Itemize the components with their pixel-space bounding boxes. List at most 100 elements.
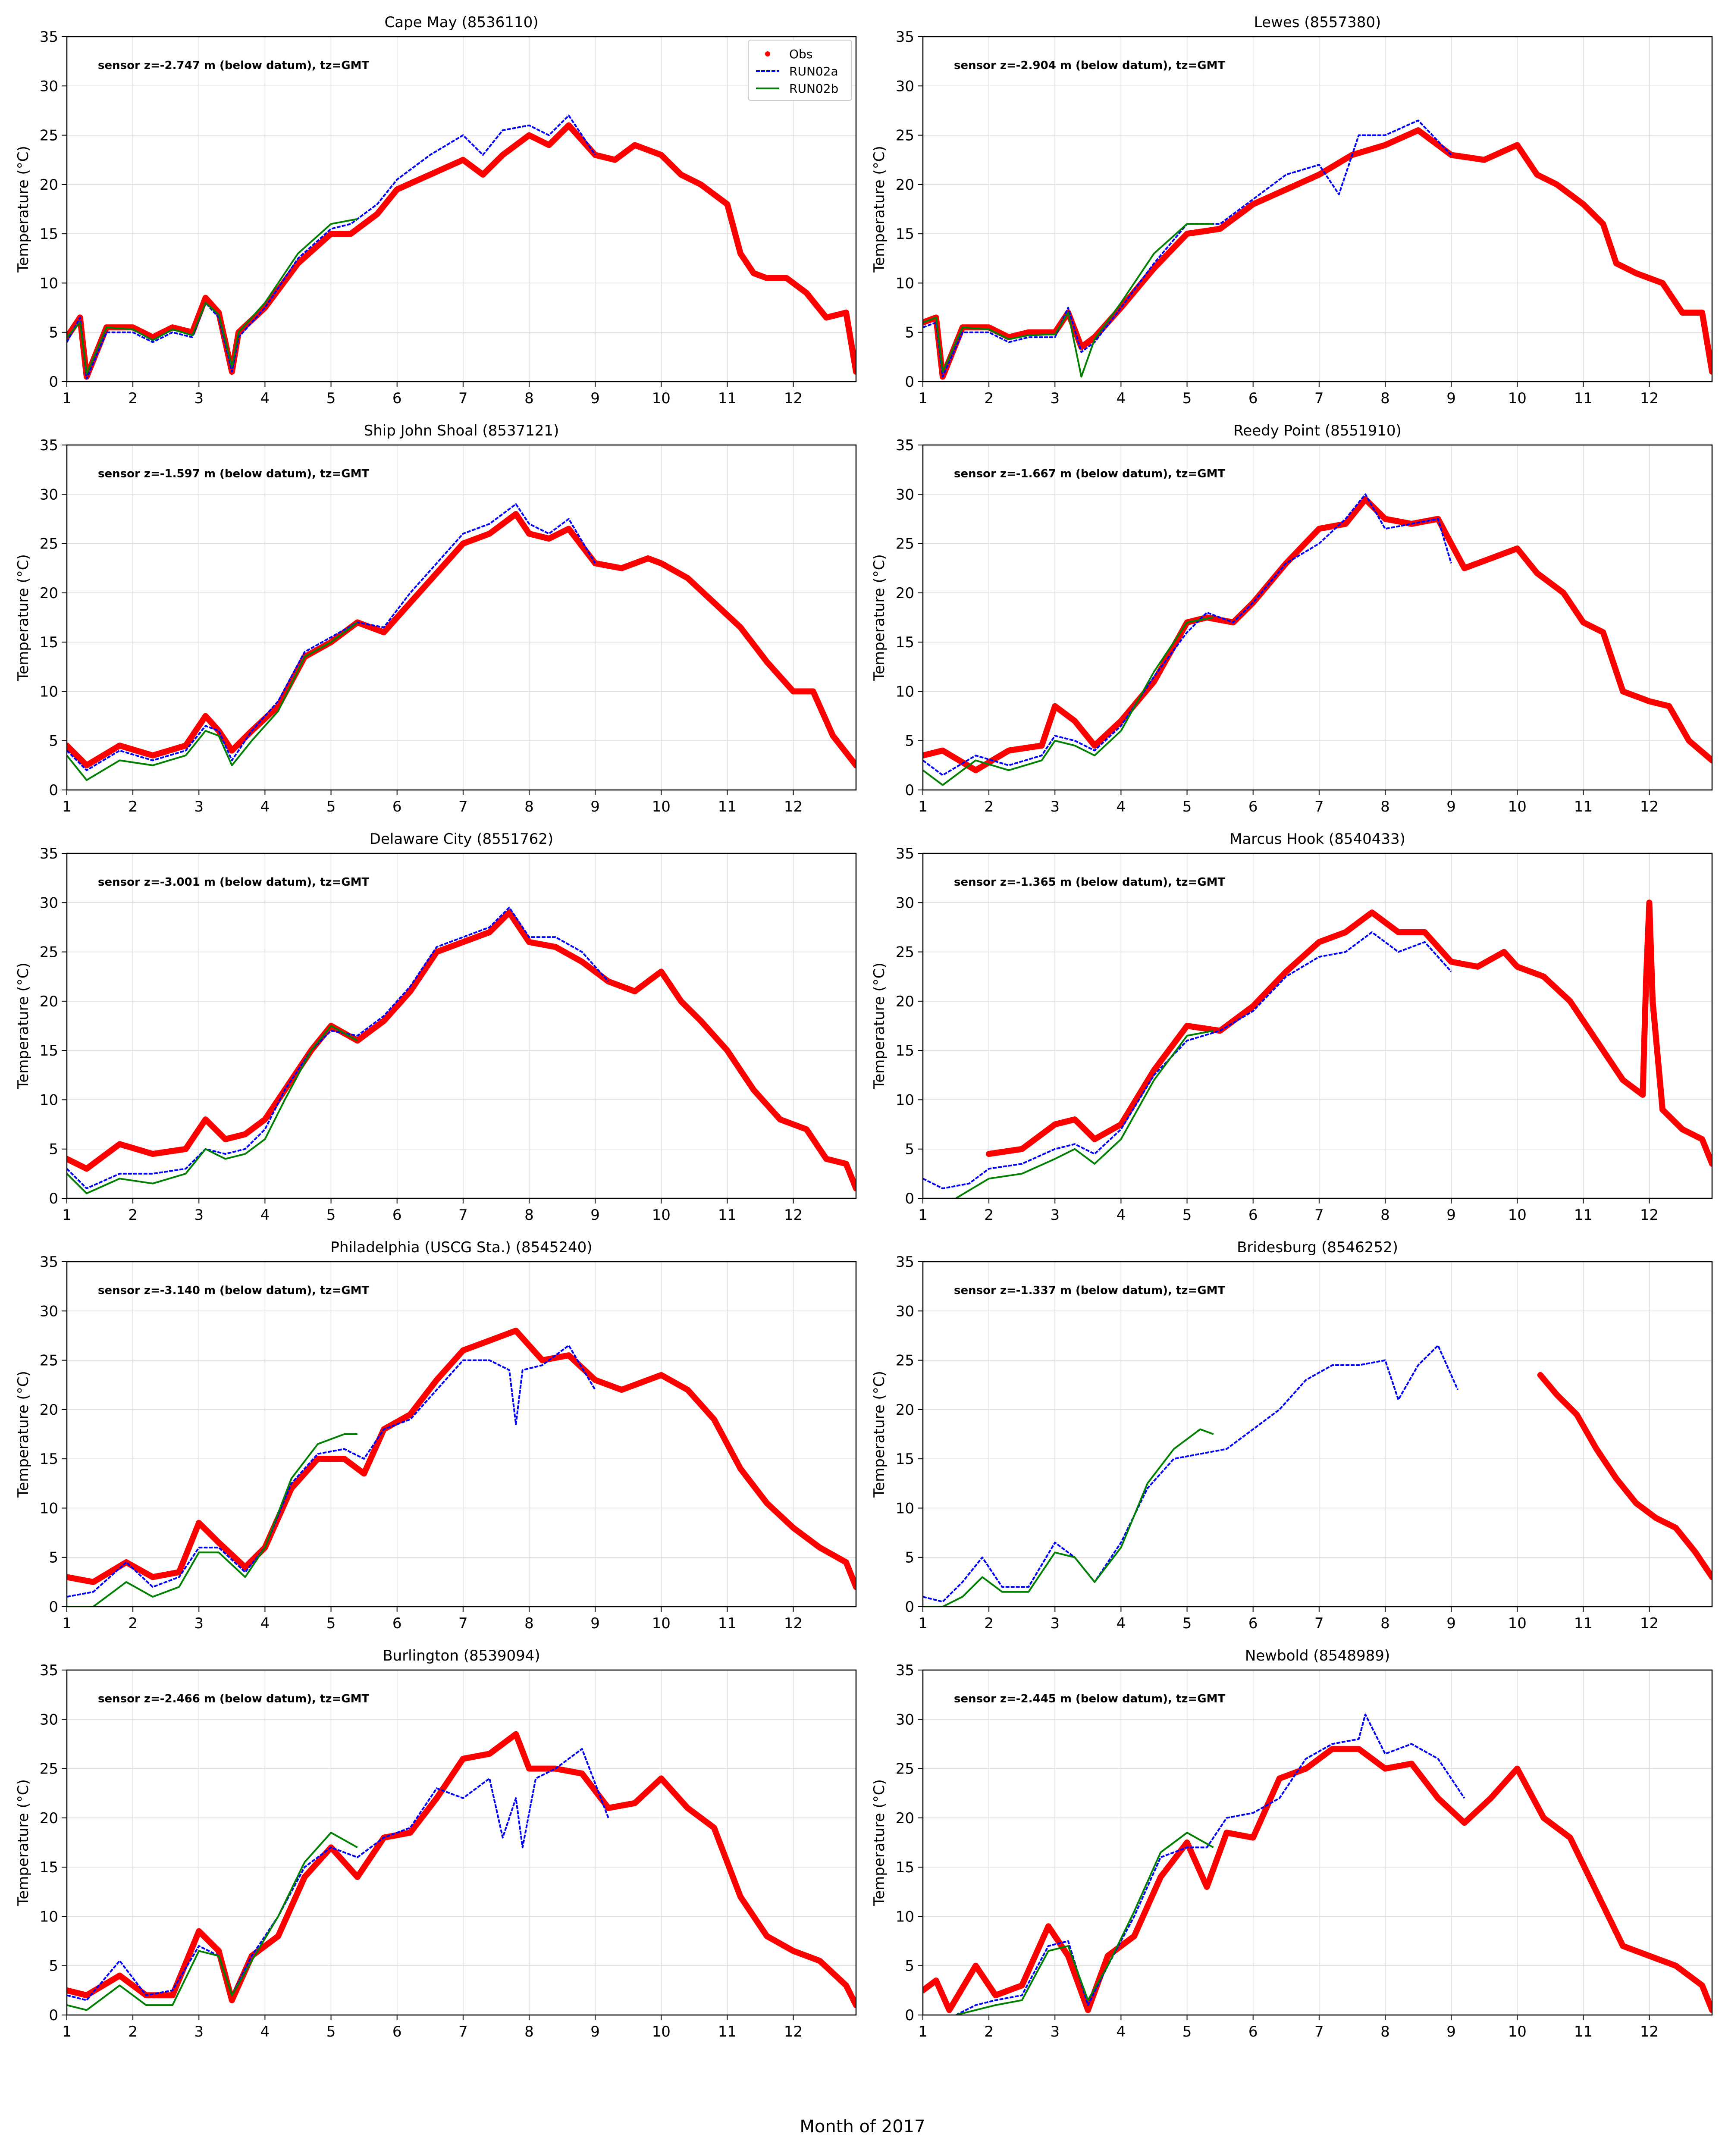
y-tick-label: 10 bbox=[40, 1500, 58, 1517]
x-tick-label: 8 bbox=[524, 390, 534, 407]
x-tick-label: 5 bbox=[326, 1615, 336, 1632]
x-tick-label: 6 bbox=[392, 390, 402, 407]
sensor-annotation: sensor z=-2.445 m (below datum), tz=GMT bbox=[954, 1692, 1226, 1705]
x-tick-label: 9 bbox=[1446, 1615, 1456, 1632]
y-tick-label: 30 bbox=[40, 1711, 58, 1728]
y-tick-label: 5 bbox=[905, 1141, 914, 1158]
y-tick-label: 30 bbox=[896, 78, 914, 95]
x-tick-label: 9 bbox=[1446, 798, 1456, 815]
series-group bbox=[923, 1713, 1712, 2015]
y-tick-label: 20 bbox=[896, 1401, 914, 1419]
series-run02b-line bbox=[67, 1433, 358, 1607]
x-tick-label: 4 bbox=[1117, 2023, 1126, 2040]
legend-entry-obs: Obs bbox=[789, 47, 812, 61]
y-tick-label: 5 bbox=[49, 324, 58, 342]
y-axis-label: Temperature (°C) bbox=[871, 1371, 888, 1498]
subplot-1: Cape May (8536110)1 2 3 4 5 6 7 8 9 10 11 120510152… bbox=[15, 14, 857, 407]
y-tick-label: 0 bbox=[49, 373, 58, 391]
y-axis-label: Temperature (°C) bbox=[15, 554, 32, 681]
x-tick-label: 5 bbox=[326, 1206, 336, 1224]
series-obs-line bbox=[923, 127, 1712, 380]
x-tick-label: 5 bbox=[326, 390, 336, 407]
x-tick-label: 1 bbox=[62, 2023, 72, 2040]
x-tick-label: 8 bbox=[1380, 1615, 1390, 1632]
x-tick-label: 4 bbox=[260, 1615, 270, 1632]
x-tick-label: 11 bbox=[718, 1615, 737, 1632]
x-tick-label: 7 bbox=[458, 1206, 468, 1224]
y-tick-label: 25 bbox=[40, 944, 58, 961]
y-tick-label: 35 bbox=[40, 845, 58, 862]
y-tick-label: 0 bbox=[905, 373, 914, 391]
x-tick-label: 4 bbox=[260, 798, 270, 815]
y-tick-label: 25 bbox=[896, 536, 914, 553]
axes-frame bbox=[922, 36, 1713, 382]
y-tick-label: 15 bbox=[896, 226, 914, 243]
y-tick-label: 5 bbox=[49, 1958, 58, 1975]
sensor-annotation: sensor z=-2.904 m (below datum), tz=GMT bbox=[954, 59, 1226, 72]
x-tick-label: 10 bbox=[652, 390, 671, 407]
y-tick-label: 15 bbox=[40, 226, 58, 243]
y-tick-label: 15 bbox=[40, 1042, 58, 1059]
x-tick-label: 2 bbox=[128, 1615, 138, 1632]
x-tick-label: 9 bbox=[590, 2023, 600, 2040]
axes-frame bbox=[922, 444, 1713, 791]
x-tick-label: 11 bbox=[718, 390, 737, 407]
subplot-title: Philadelphia (USCG Sta.) (8545240) bbox=[330, 1239, 592, 1256]
subplot-title: Burlington (8539094) bbox=[383, 1647, 540, 1664]
gridlines bbox=[66, 445, 856, 790]
x-tick-label: 11 bbox=[718, 2023, 737, 2040]
y-tick-label: 30 bbox=[896, 1303, 914, 1320]
x-tick-label: 3 bbox=[1050, 1615, 1060, 1632]
series-obs-line bbox=[923, 1745, 1712, 2013]
series-run02b-line bbox=[67, 1025, 358, 1194]
sensor-annotation: sensor z=-3.140 m (below datum), tz=GMT bbox=[98, 1284, 370, 1297]
x-tick-label: 8 bbox=[1380, 390, 1390, 407]
x-tick-label: 2 bbox=[984, 2023, 994, 2040]
axes-frame bbox=[66, 1669, 857, 2016]
x-tick-label: 12 bbox=[1640, 390, 1659, 407]
gridlines bbox=[922, 1261, 1712, 1607]
x-tick-label: 3 bbox=[1050, 2023, 1060, 2040]
y-tick-label: 35 bbox=[896, 845, 914, 862]
legend-entry-run02b: RUN02b bbox=[789, 81, 838, 96]
x-tick-label: 5 bbox=[326, 798, 336, 815]
legend-entry-run02a: RUN02a bbox=[789, 64, 838, 78]
x-tick-label: 1 bbox=[918, 1615, 928, 1632]
y-tick-label: 25 bbox=[40, 127, 58, 144]
x-tick-label: 6 bbox=[1248, 798, 1258, 815]
series-run02b-line bbox=[923, 617, 1214, 786]
axes-frame bbox=[66, 1261, 857, 1608]
y-axis-label: Temperature (°C) bbox=[871, 146, 888, 273]
sensor-annotation: sensor z=-1.597 m (below datum), tz=GMT bbox=[98, 467, 370, 480]
series-obs-line bbox=[67, 1328, 856, 1590]
y-axis-label: Temperature (°C) bbox=[871, 554, 888, 681]
x-tick-label: 10 bbox=[652, 1615, 671, 1632]
x-tick-label: 10 bbox=[1508, 1206, 1527, 1224]
series-run02a-line bbox=[923, 493, 1452, 776]
axes-frame bbox=[66, 36, 857, 382]
subplot-title: Reedy Point (8551910) bbox=[1233, 422, 1402, 439]
y-tick-label: 30 bbox=[896, 894, 914, 912]
x-tick-label: 6 bbox=[1248, 390, 1258, 407]
subplot-title: Cape May (8536110) bbox=[385, 14, 539, 31]
x-tick-label: 1 bbox=[62, 1615, 72, 1632]
sensor-annotation: sensor z=-1.337 m (below datum), tz=GMT bbox=[954, 1284, 1226, 1297]
series-obs-line bbox=[67, 909, 856, 1192]
y-tick-label: 35 bbox=[896, 1253, 914, 1271]
sensor-annotation: sensor z=-1.667 m (below datum), tz=GMT bbox=[954, 467, 1226, 480]
y-tick-label: 20 bbox=[40, 1401, 58, 1419]
x-tick-label: 12 bbox=[784, 390, 803, 407]
y-axis-label: Temperature (°C) bbox=[15, 1371, 32, 1498]
x-tick-label: 3 bbox=[194, 1206, 204, 1224]
x-tick-label: 2 bbox=[128, 1206, 138, 1224]
x-tick-label: 8 bbox=[1380, 2023, 1390, 2040]
axes-frame bbox=[66, 444, 857, 791]
subplot-4: Reedy Point (8551910)1 2 3 4 5 6 7 8 9 10 11 120510… bbox=[871, 422, 1713, 815]
y-tick-label: 35 bbox=[40, 28, 58, 46]
x-tick-label: 6 bbox=[392, 1615, 402, 1632]
x-tick-label: 4 bbox=[260, 1206, 270, 1224]
series-run02b-line bbox=[67, 1832, 358, 2011]
y-tick-label: 15 bbox=[896, 1042, 914, 1059]
x-tick-label: 3 bbox=[1050, 798, 1060, 815]
subplot-5: Delaware City (8551762)1 2 3 4 5 6 7 8 9 10 11 1205… bbox=[15, 830, 857, 1224]
